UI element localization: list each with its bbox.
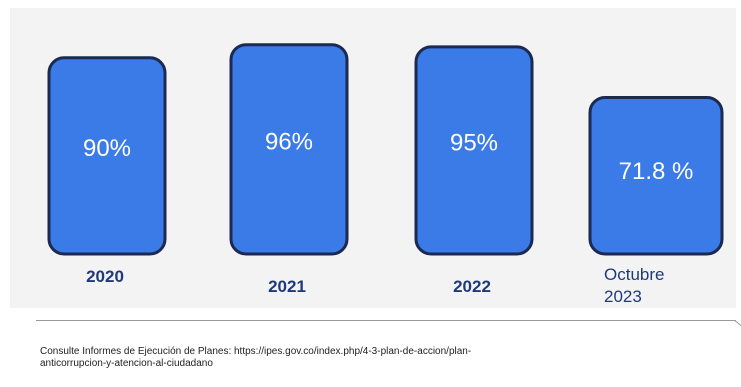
bar-value-label-3: 71.8 % bbox=[619, 158, 694, 185]
bar-chart: 90% 2020 96% 2021 95% 2022 71.8 % Octubre 2023 bbox=[47, 43, 724, 306]
category-label-0: 2020 bbox=[86, 267, 124, 286]
bar-2 bbox=[414, 45, 534, 256]
bar-value-label-2: 95% bbox=[450, 129, 498, 156]
category-label-2: 2022 bbox=[453, 277, 491, 296]
bar-1 bbox=[229, 43, 349, 256]
bar-3 bbox=[588, 95, 724, 256]
divider-line bbox=[36, 320, 736, 321]
bar-value-label-1: 96% bbox=[265, 128, 313, 155]
bar-0 bbox=[47, 56, 167, 256]
category-label-3: Octubre 2023 bbox=[604, 265, 664, 306]
source-note: Consulte Informes de Ejecución de Planes… bbox=[40, 346, 472, 369]
chart-panel: 90% 2020 96% 2021 95% 2022 71.8 % Octubre 2023 bbox=[10, 8, 736, 308]
bar-value-label-0: 90% bbox=[83, 135, 131, 162]
category-label-1: 2021 bbox=[268, 277, 306, 296]
divider-tail bbox=[734, 320, 741, 330]
